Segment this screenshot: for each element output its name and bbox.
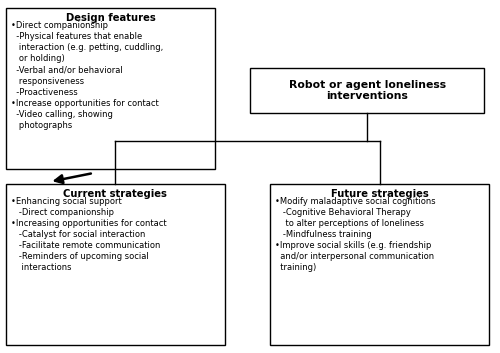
Bar [6,184,225,345]
Text: •Modify maladaptive social cognitions
   -Cognitive Behavioral Therapy
    to al: •Modify maladaptive social cognitions -C… [275,197,436,273]
Bar [6,8,215,169]
Text: Robot or agent loneliness
interventions: Robot or agent loneliness interventions [288,79,446,101]
Bar [250,67,484,113]
Text: Current strategies: Current strategies [64,189,168,199]
Text: Design features: Design features [66,13,156,23]
Bar [270,184,490,345]
Text: Future strategies: Future strategies [331,189,428,199]
Text: •Direct companionship
  -Physical features that enable
   interaction (e.g. pett: •Direct companionship -Physical features… [10,21,163,130]
Text: •Enhancing social support
   -Direct companionship
•Increasing opportunities for: •Enhancing social support -Direct compan… [10,197,166,273]
